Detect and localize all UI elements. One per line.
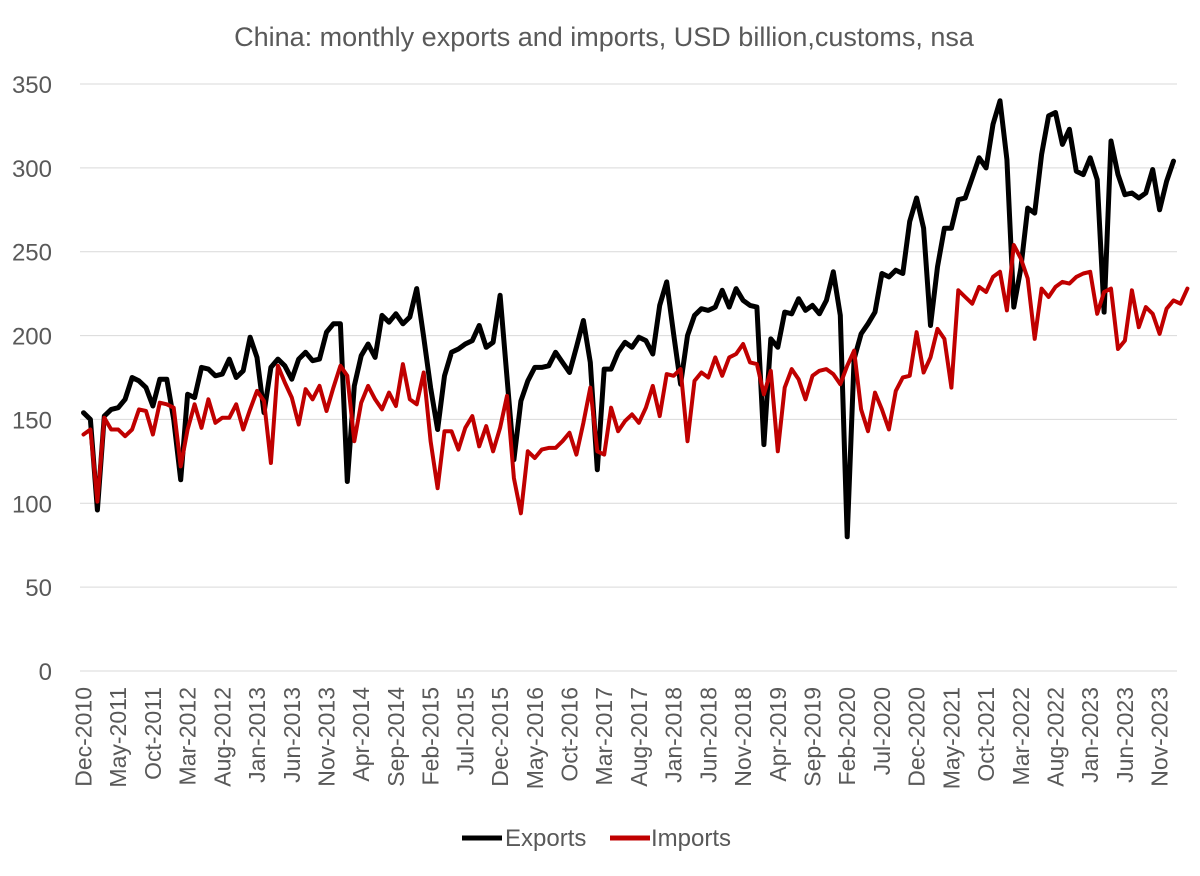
x-tick-label: Feb-2020 <box>834 687 860 785</box>
x-tick-label: Dec-2020 <box>904 687 930 787</box>
x-tick-label: Nov-2023 <box>1147 687 1173 787</box>
y-tick-label: 200 <box>12 324 52 351</box>
x-tick-label: May-2016 <box>522 687 548 789</box>
x-tick-label: Mar-2017 <box>591 687 617 785</box>
x-tick-label: Aug-2017 <box>626 687 652 787</box>
x-tick-label: Nov-2018 <box>730 687 756 787</box>
x-tick-label: Jun-2013 <box>279 687 305 783</box>
x-tick-label: Jan-2013 <box>244 687 270 783</box>
legend-label-imports: Imports <box>651 825 731 852</box>
x-tick-label: Feb-2015 <box>418 687 444 785</box>
y-tick-label: 250 <box>12 240 52 267</box>
x-tick-label: Oct-2011 <box>140 687 166 780</box>
y-tick-label: 50 <box>25 575 52 602</box>
y-tick-label: 150 <box>12 407 52 434</box>
x-tick-label: Jan-2018 <box>661 687 687 783</box>
x-tick-label: Mar-2022 <box>1008 687 1034 785</box>
x-tick-label: Apr-2019 <box>765 687 791 782</box>
y-tick-label: 300 <box>12 156 52 183</box>
chart-title: China: monthly exports and imports, USD … <box>234 22 975 52</box>
x-tick-label: Nov-2013 <box>313 687 339 787</box>
y-axis-ticks: 0 50 100 150 200 250 300 350 <box>12 72 52 686</box>
x-tick-label: Oct-2021 <box>973 687 999 782</box>
x-tick-label: Jul-2015 <box>452 687 478 775</box>
x-tick-label: Sep-2014 <box>383 687 409 787</box>
x-tick-label: Sep-2019 <box>799 687 825 787</box>
x-tick-label: Oct-2016 <box>556 687 582 782</box>
series-lines <box>81 98 1190 540</box>
x-tick-label: Mar-2012 <box>175 687 201 785</box>
x-tick-label: Jan-2023 <box>1077 687 1103 783</box>
y-tick-label: 0 <box>39 659 52 686</box>
x-axis-ticks: Dec-2010 May-2011 Oct-2011 Mar-2012 Aug-2012… <box>70 687 1172 789</box>
gridlines <box>80 83 1177 672</box>
x-tick-label: May-2011 <box>105 687 131 788</box>
legend-label-exports: Exports <box>505 825 586 852</box>
x-tick-label: Jun-2018 <box>695 687 721 783</box>
x-tick-label: Aug-2012 <box>209 687 235 787</box>
x-tick-label: Aug-2022 <box>1042 687 1068 787</box>
x-tick-label: Jul-2020 <box>869 687 895 775</box>
legend: Exports Imports <box>462 825 731 852</box>
x-tick-label: Jun-2023 <box>1112 687 1138 783</box>
x-tick-label: Dec-2015 <box>487 687 513 787</box>
x-tick-label: Dec-2010 <box>70 687 96 787</box>
y-tick-label: 350 <box>12 72 52 99</box>
x-tick-label: Apr-2014 <box>348 687 374 782</box>
y-tick-label: 100 <box>12 491 52 518</box>
series-line-imports <box>81 243 1190 516</box>
x-tick-label: May-2021 <box>938 687 964 789</box>
